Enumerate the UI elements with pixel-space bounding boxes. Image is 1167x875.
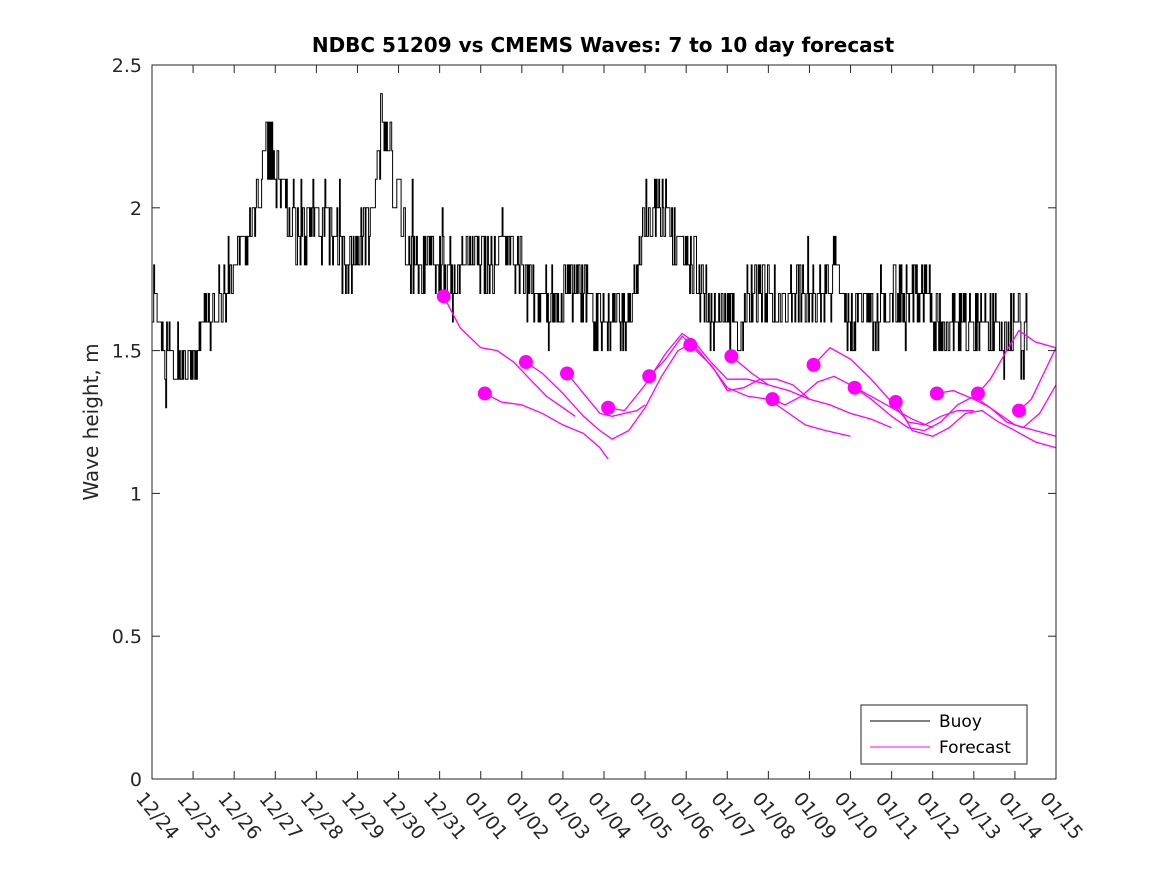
forecast-start-marker (888, 395, 903, 410)
x-tick-label: 01/02 (501, 788, 553, 844)
y-tick-label: 2.5 (112, 55, 142, 77)
forecast-start-marker (477, 386, 492, 401)
x-tick-label: 01/10 (830, 788, 882, 844)
forecast-line (977, 329, 1057, 394)
forecast-line (484, 392, 609, 460)
forecast-line (936, 384, 1057, 429)
x-tick-label: 01/11 (871, 788, 923, 844)
x-tick-label: 01/08 (748, 788, 800, 844)
x-tick-label: 12/28 (296, 788, 348, 844)
forecast-start-marker (970, 386, 985, 401)
forecast-start-marker (765, 392, 780, 407)
x-tick-label: 01/07 (706, 788, 758, 844)
forecast-start-marker (601, 400, 616, 415)
forecast-start-marker (1012, 403, 1027, 418)
chart-title: NDBC 51209 vs CMEMS Waves: 7 to 10 day f… (312, 33, 895, 57)
x-tick-label: 01/13 (953, 788, 1005, 844)
forecast-start-marker (724, 349, 739, 364)
x-tick-label: 12/27 (254, 788, 306, 844)
forecast-line (525, 341, 695, 440)
forecast-start-marker (847, 380, 862, 395)
x-tick-label: 01/04 (583, 788, 635, 844)
x-tick-label: 12/31 (419, 788, 471, 844)
x-tick-label: 12/29 (337, 788, 389, 844)
forecast-line (1018, 347, 1057, 412)
x-tick-label: 12/30 (378, 788, 430, 844)
legend-buoy-label: Buoy (939, 712, 982, 732)
forecast-line (689, 344, 851, 437)
buoy-line (152, 93, 1028, 409)
forecast-start-marker (560, 366, 575, 381)
x-tick-label: 01/14 (994, 788, 1046, 844)
forecast-start-marker (806, 357, 821, 372)
forecast-line (443, 295, 576, 417)
x-tick-label: 01/06 (665, 788, 717, 844)
y-tick-label: 2 (130, 198, 142, 220)
forecast-line (730, 355, 892, 429)
forecast-start-marker (518, 355, 533, 370)
x-tick-label: 01/05 (624, 788, 676, 844)
y-axis-label: Wave height, m (79, 343, 103, 500)
legend: Buoy Forecast (860, 704, 1028, 765)
x-tick-label: 12/26 (213, 788, 265, 844)
legend-forecast-label: Forecast (939, 738, 1011, 758)
legend-box (860, 704, 1028, 765)
forecast-line (607, 332, 769, 412)
x-tick-label: 01/01 (460, 788, 512, 844)
forecast-start-marker (929, 386, 944, 401)
forecast-line (648, 335, 810, 400)
x-tick-label: 01/03 (542, 788, 594, 844)
y-tick-label: 1.5 (112, 341, 142, 363)
x-tick-label: 12/25 (172, 788, 224, 844)
x-tick-label: 01/12 (912, 788, 964, 844)
forecast-line (566, 372, 646, 417)
x-tick-label: 01/15 (1035, 788, 1087, 844)
forecast-start-marker (436, 289, 451, 304)
forecast-start-marker (642, 369, 657, 384)
y-tick-label: 1 (130, 483, 142, 505)
forecast-line (895, 401, 1057, 449)
x-tick-label: 01/09 (789, 788, 841, 844)
y-tick-label: 0.5 (112, 626, 142, 648)
series-layer (152, 93, 1057, 460)
y-tick-label: 0 (130, 769, 142, 791)
x-tick-label: 12/24 (131, 788, 183, 844)
forecast-start-marker (683, 337, 698, 352)
